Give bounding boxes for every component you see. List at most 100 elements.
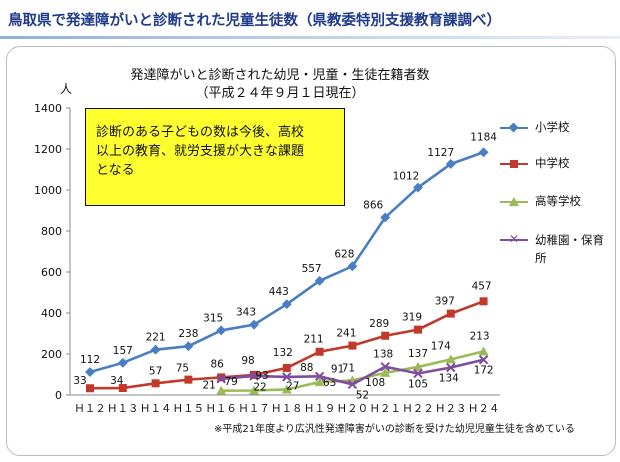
callout-line-3: となる [96,163,135,178]
y-tick-label: 0 [55,389,62,402]
x-tick-label: Ｈ１９ [304,403,336,415]
data-label: 21 [203,380,216,392]
x-tick-label: Ｈ１５ [173,403,205,415]
data-point [314,371,325,382]
legend-line [500,239,528,241]
data-label: 289 [369,318,389,330]
data-label: 134 [439,373,459,385]
data-label: 238 [178,328,198,340]
data-point [413,361,423,371]
data-label: 557 [302,263,322,275]
data-point [347,379,358,390]
chart-title: 発達障がいと診断された幼児・児童・生徒在籍者数 [130,68,430,83]
y-tick-label: 600 [41,266,62,279]
data-label: 172 [474,365,494,377]
data-label: 75 [176,363,189,375]
data-label: 397 [435,296,455,308]
data-point [315,347,324,356]
data-point [314,275,325,286]
y-tick-label: 800 [41,225,62,238]
x-tick-label: Ｈ２１ [369,403,401,415]
data-point [217,373,226,382]
x-tick-label: Ｈ１２ [74,403,106,415]
x-tick-label: Ｈ１６ [205,403,237,415]
data-label: 1127 [427,147,454,159]
y-tick-label: 400 [41,307,62,320]
data-point [118,384,127,393]
data-point [347,261,358,272]
data-point [445,354,456,364]
y-tick-label: 1000 [34,184,62,197]
data-label: 174 [431,340,451,352]
data-label: 88 [300,362,313,374]
data-point [380,212,391,223]
square-marker-icon [510,160,518,168]
data-label: 98 [241,355,254,367]
data-point [117,357,128,368]
data-point [479,297,488,306]
legend-item-preschool: ✕ 幼稚園・保育所 [500,230,610,265]
data-point [413,182,423,193]
legend-item-high-school: 高等学校 [500,192,610,212]
header-bar: 鳥取県で発達障がいと診断された児童生徒数（県教委特別支援教育課調べ） [0,0,620,39]
data-label: 866 [363,199,383,211]
data-point [282,363,291,372]
data-point [150,344,161,355]
data-point [151,379,160,388]
data-point [348,341,357,350]
data-label: 221 [146,332,166,344]
data-label: 34 [110,375,124,387]
data-label: 71 [342,362,355,374]
data-point [281,384,292,394]
data-label: 27 [286,380,299,392]
x-tick-label: Ｈ２０ [337,403,369,415]
chart-subtitle: （平成２４年９月１日現在） [195,86,365,101]
diamond-marker-icon [508,122,519,133]
x-tick-label: Ｈ１３ [107,403,139,415]
data-point [445,159,456,169]
data-point [414,325,422,334]
header-divider [0,36,620,39]
data-label: 52 [356,389,369,401]
data-label: 315 [203,312,223,324]
callout-line-1: 診断のある子どもの数は今後、高校 [96,125,305,140]
legend-label: 中学校 [535,156,570,170]
x-tick-label: Ｈ１４ [140,403,172,415]
data-point [446,309,455,318]
data-point [478,147,489,158]
footnote: ※平成21年度より広汎性発達障害がいの診断を受けた幼児児童生徒を含めている [214,424,575,435]
data-point [86,384,94,393]
data-label: 91 [331,363,344,375]
y-axis-unit: 人 [60,82,73,96]
data-label: 213 [470,330,490,342]
legend-label: 小学校 [535,120,570,134]
data-label: 33 [73,375,86,387]
data-point [282,372,292,382]
data-label: 132 [273,347,293,359]
data-label: 137 [408,348,428,360]
data-point [380,362,390,372]
data-label: 241 [336,328,356,340]
x-tick-label: Ｈ１８ [271,403,303,415]
data-label: 138 [373,349,393,361]
x-tick-label: Ｈ２４ [468,403,500,415]
data-label: 57 [149,365,162,377]
x-tick-label: Ｈ２３ [435,403,467,415]
data-point [381,331,390,340]
data-point [216,325,227,336]
data-label: 1184 [470,131,497,143]
data-point [314,377,325,387]
data-label: 319 [402,312,422,324]
data-label: 105 [408,378,428,390]
data-point [216,385,227,395]
data-point [249,371,259,381]
data-label: 108 [365,377,385,389]
callout-line-2: 以上の教育、就労支援が大きな課題 [96,144,305,159]
data-label: 22 [253,381,266,393]
callout-box: 診断のある子どもの数は今後、高校 以上の教育、就労支援が大きな課題 となる [85,108,345,206]
data-label: 211 [304,334,324,346]
data-label: 93 [255,370,268,382]
data-label: 79 [225,376,238,388]
data-point [478,355,489,365]
x-tick-label: Ｈ１７ [238,403,270,415]
